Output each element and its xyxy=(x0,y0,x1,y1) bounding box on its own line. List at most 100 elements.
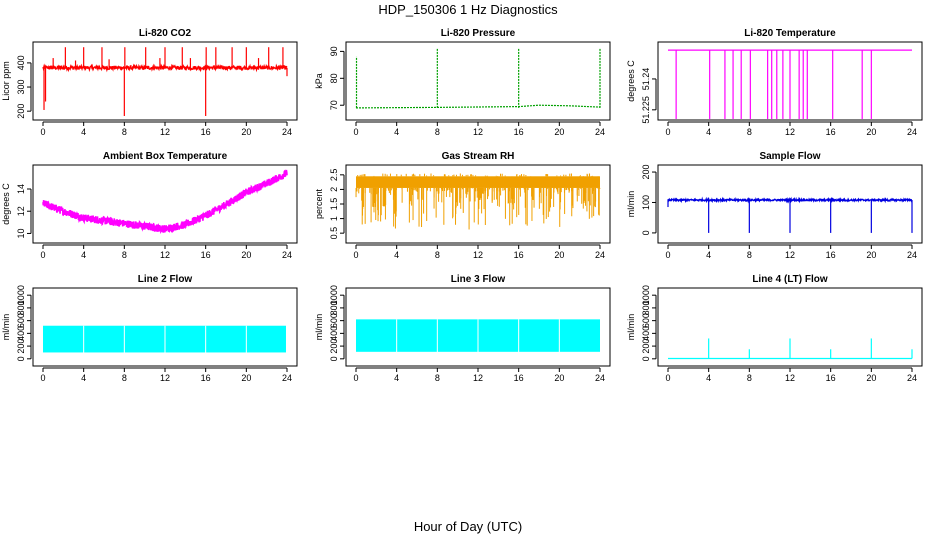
x-tick-label: 16 xyxy=(514,127,524,137)
x-tick-label: 24 xyxy=(282,373,292,383)
x-tick-label: 8 xyxy=(747,127,752,137)
x-tick-label: 16 xyxy=(826,373,836,383)
series-co2 xyxy=(42,47,288,116)
y-tick-label: 400 xyxy=(641,326,651,341)
x-tick-label: 0 xyxy=(353,373,358,383)
y-axis-label: ml/min xyxy=(1,314,11,341)
y-tick-label: 80 xyxy=(329,73,339,83)
x-tick-label: 12 xyxy=(160,250,170,260)
series-line xyxy=(355,104,601,109)
panel-line2: Line 2 Flow ml/min 0 4 8 12 16 20 24 0 20040060080… xyxy=(1,274,298,383)
x-tick-label: 0 xyxy=(353,250,358,260)
x-tick-label: 16 xyxy=(514,373,524,383)
y-tick-label: 0 xyxy=(641,230,651,235)
x-tick-label: 4 xyxy=(394,373,399,383)
x-tick-label: 16 xyxy=(201,250,211,260)
series-sample_flow xyxy=(667,196,913,233)
x-tick-label: 0 xyxy=(665,127,670,137)
y-tick-label: 12 xyxy=(16,206,26,216)
panel-title: Line 4 (LT) Flow xyxy=(752,274,828,285)
x-tick-label: 8 xyxy=(435,250,440,260)
x-tick-label: 20 xyxy=(241,127,251,137)
x-tick-label: 12 xyxy=(160,373,170,383)
panel-title: Line 2 Flow xyxy=(138,274,193,285)
panel-pressure: Li-820 Pressure kPa 0 4 8 12 16 20 24 70 80 90 xyxy=(314,28,611,137)
y-tick-label: 1000 xyxy=(329,285,339,305)
x-tick-label: 20 xyxy=(866,250,876,260)
y-axis-label: kPa xyxy=(314,73,324,89)
x-tick-label: 4 xyxy=(81,127,86,137)
x-tick-label: 4 xyxy=(81,250,86,260)
x-tick-label: 12 xyxy=(785,250,795,260)
x-tick-label: 8 xyxy=(747,373,752,383)
panel-licor_temp: Li-820 Temperature degrees C 0 4 8 12 16 20 24 51… xyxy=(626,28,923,137)
x-tick-label: 12 xyxy=(785,373,795,383)
x-tick-label: 8 xyxy=(435,373,440,383)
x-tick-label: 0 xyxy=(665,250,670,260)
y-tick-label: 800 xyxy=(641,300,651,315)
panel-line4: Line 4 (LT) Flow ml/min 0 4 8 12 16 20 24 0 200400… xyxy=(626,274,923,383)
y-tick-label: 2.5 xyxy=(329,169,339,182)
x-tick-label: 0 xyxy=(40,373,45,383)
x-tick-label: 24 xyxy=(595,373,605,383)
plot-frame xyxy=(32,41,298,121)
panel-title: Ambient Box Temperature xyxy=(103,151,228,162)
panel-title: Gas Stream RH xyxy=(442,151,515,162)
y-tick-label: 2 xyxy=(329,187,339,192)
y-axis-label: ml/min xyxy=(626,314,636,341)
x-tick-label: 24 xyxy=(595,127,605,137)
series-licor_temp xyxy=(668,49,912,119)
x-tick-label: 24 xyxy=(595,250,605,260)
series-line3 xyxy=(356,319,600,356)
y-tick-label: 200 xyxy=(16,104,26,119)
x-tick-label: 16 xyxy=(201,127,211,137)
x-tick-label: 4 xyxy=(706,373,711,383)
x-tick-label: 0 xyxy=(665,373,670,383)
x-tick-label: 8 xyxy=(122,250,127,260)
y-tick-label: 800 xyxy=(16,300,26,315)
y-axis-label: degrees C xyxy=(626,60,636,102)
y-tick-label: 300 xyxy=(16,80,26,95)
figure-title: HDP_150306 1 Hz Diagnostics xyxy=(378,2,558,17)
plot-frame xyxy=(32,287,298,367)
y-tick-label: 200 xyxy=(329,339,339,354)
y-tick-label: 0.5 xyxy=(329,227,339,240)
y-tick-label: 14 xyxy=(16,184,26,194)
panel-rh: Gas Stream RH percent 0 4 8 12 16 20 24 0.5 1 1.5 2 2… xyxy=(314,151,611,260)
x-tick-label: 16 xyxy=(514,250,524,260)
x-tick-label: 4 xyxy=(81,373,86,383)
x-tick-label: 20 xyxy=(241,373,251,383)
x-tick-label: 24 xyxy=(282,127,292,137)
x-tick-label: 12 xyxy=(473,373,483,383)
y-tick-label: 1000 xyxy=(16,285,26,305)
series-line xyxy=(42,169,288,234)
y-tick-label: 0 xyxy=(329,356,339,361)
y-tick-label: 10 xyxy=(16,228,26,238)
panel-line3: Line 3 Flow ml/min 0 4 8 12 16 20 24 0 20040060080… xyxy=(314,274,611,383)
x-tick-label: 8 xyxy=(122,127,127,137)
y-axis-label: ml/min xyxy=(626,191,636,218)
x-tick-label: 20 xyxy=(866,127,876,137)
y-tick-label: 1.5 xyxy=(329,198,339,211)
y-tick-label: 90 xyxy=(329,46,339,56)
y-tick-label: 600 xyxy=(16,313,26,328)
plot-frame xyxy=(345,41,611,121)
x-tick-label: 24 xyxy=(282,250,292,260)
series-band xyxy=(43,325,286,353)
plot-frame xyxy=(657,287,923,367)
series-box_temp xyxy=(42,169,288,234)
figure-xlabel: Hour of Day (UTC) xyxy=(414,519,522,534)
series-line2 xyxy=(43,325,286,357)
x-tick-label: 24 xyxy=(907,250,917,260)
y-tick-label: 70 xyxy=(329,100,339,110)
panel-title: Li-820 Temperature xyxy=(744,28,836,39)
x-tick-label: 4 xyxy=(394,127,399,137)
y-tick-label: 600 xyxy=(641,313,651,328)
y-axis-label: percent xyxy=(314,188,324,219)
x-tick-label: 12 xyxy=(160,127,170,137)
y-tick-label: 51.24 xyxy=(641,68,651,91)
x-tick-label: 4 xyxy=(706,250,711,260)
y-tick-label: 400 xyxy=(16,326,26,341)
y-tick-label: 0 xyxy=(641,356,651,361)
